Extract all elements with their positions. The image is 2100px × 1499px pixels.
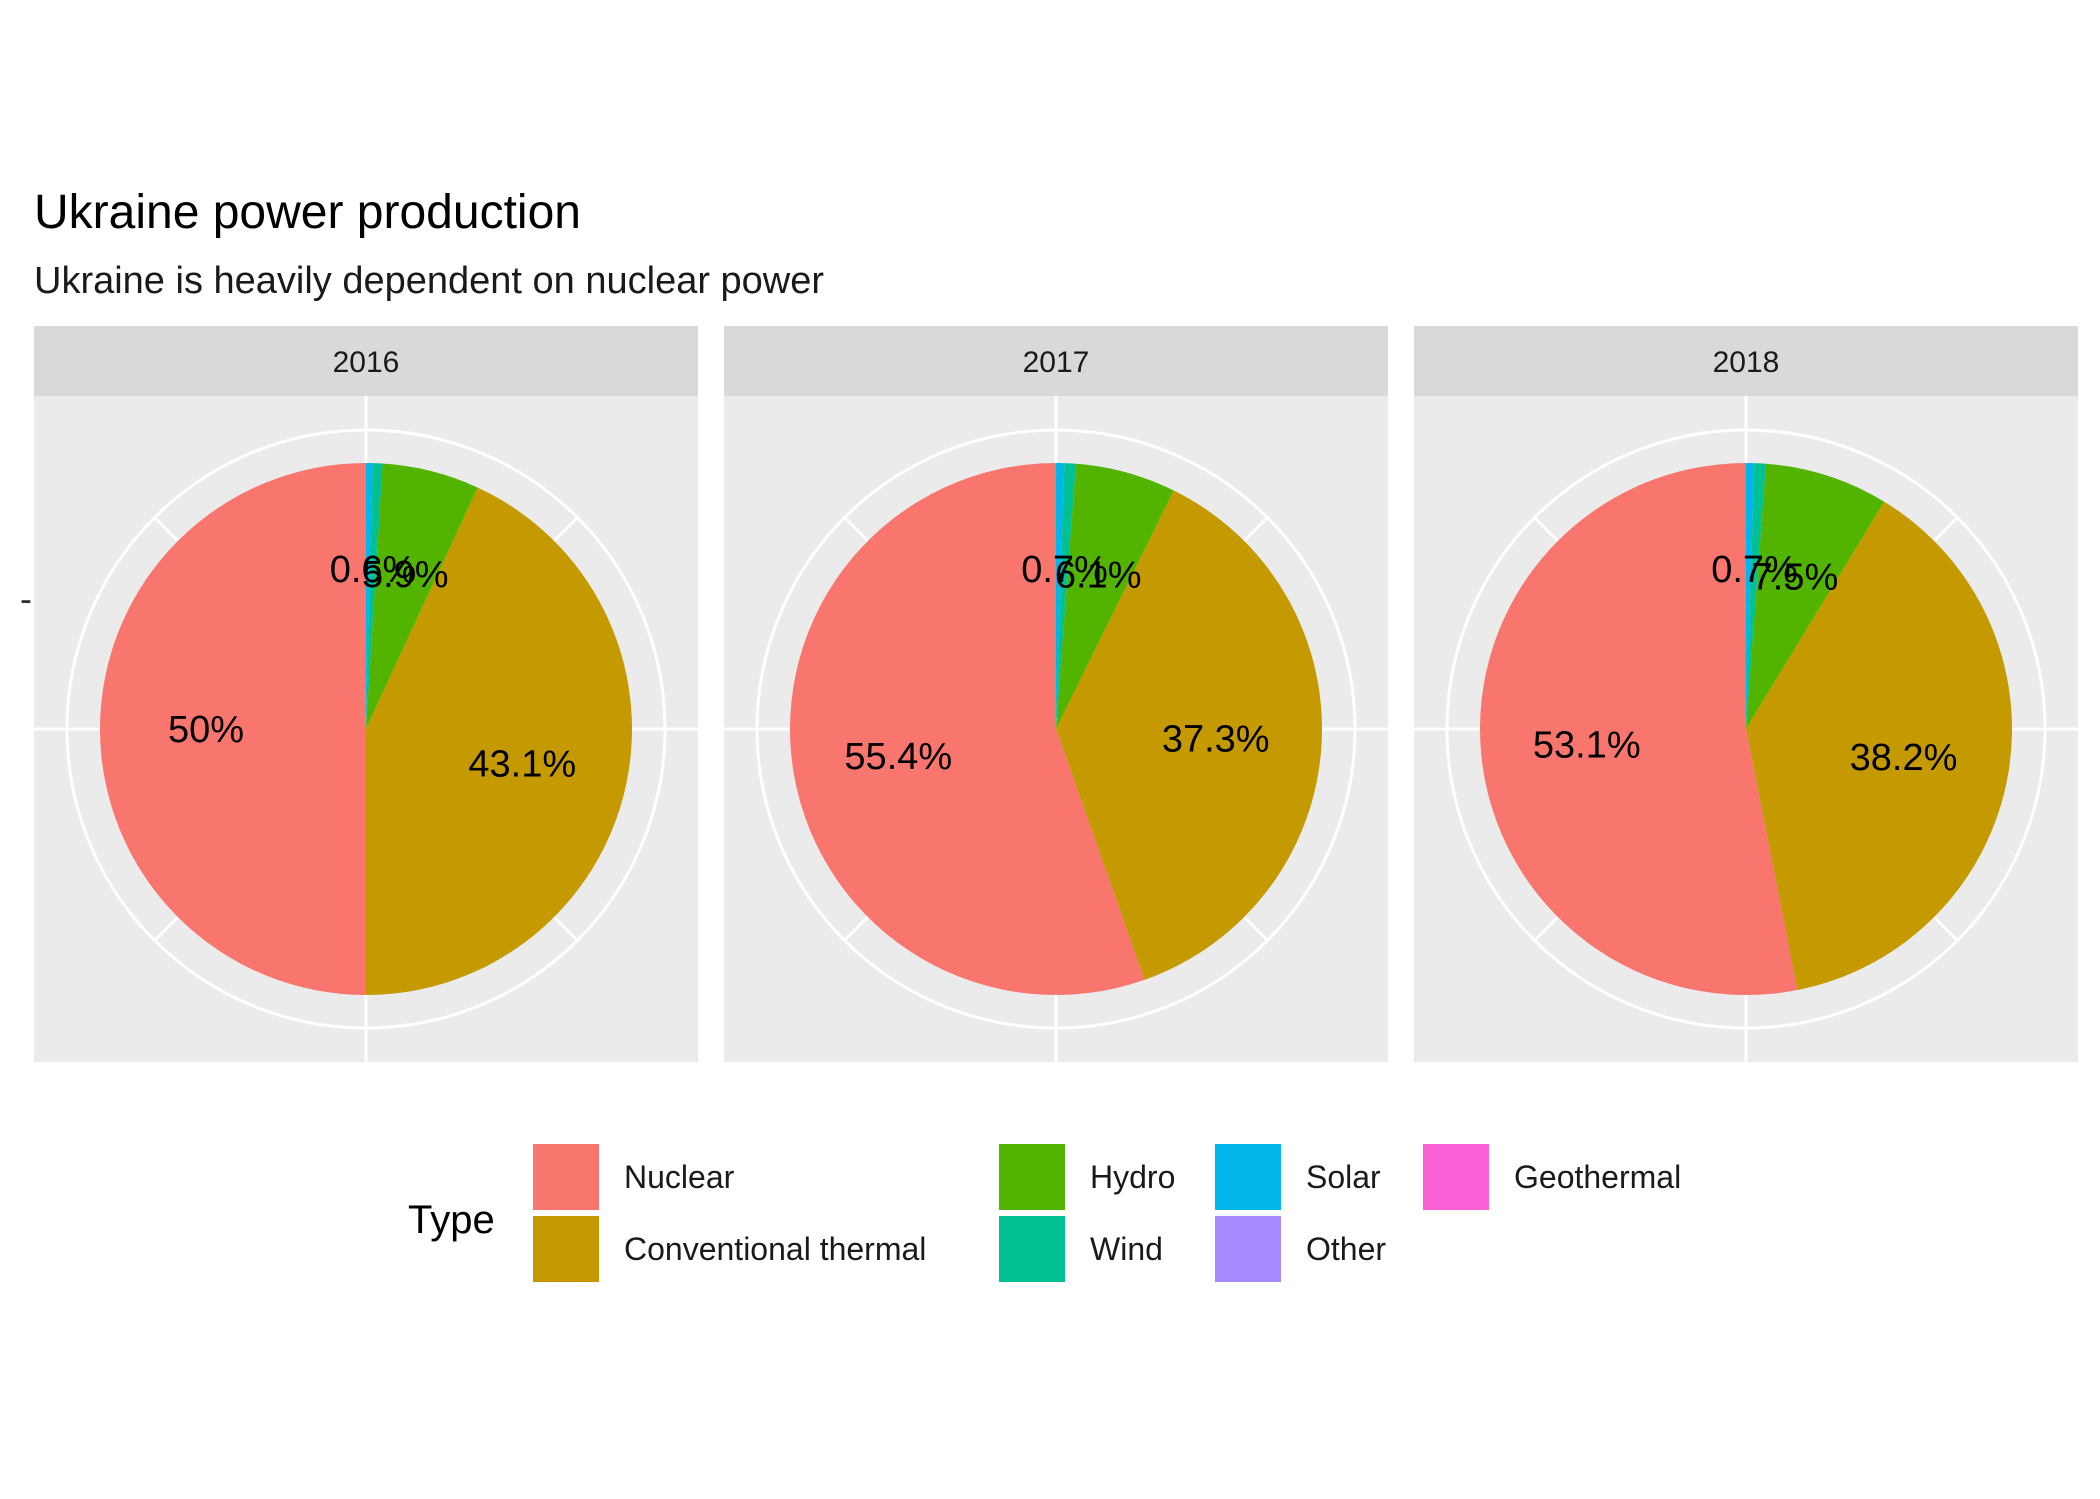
slice-label: 6.1% — [1055, 555, 1142, 597]
legend-key — [531, 1214, 601, 1284]
pie-slice-hydro — [1056, 463, 1174, 729]
polar-grid-spoke — [1243, 916, 1269, 942]
pie-slice-wind — [1056, 463, 1077, 729]
slice-label: 0.7% — [1021, 549, 1108, 591]
facet-2017: 2017 0.7%6.1% 37.3% 55.4% — [723, 326, 1389, 1062]
facet-strip-label: 2016 — [333, 346, 400, 379]
slice-label: 0.7% — [1711, 549, 1798, 591]
legend-key — [531, 1142, 601, 1212]
slice-label: 43.1% — [468, 743, 576, 785]
pie-slice-conventional-thermal — [1746, 501, 2012, 990]
polar-grid-spoke — [153, 916, 179, 942]
facet-panels: 20160.6%5.9%43.1%50%20170.7%6.1%37.3%55.… — [33, 326, 2079, 1062]
legend: Type Nuclear Conventional thermal Hydro Win… — [408, 1142, 1681, 1284]
pie-slice-wind — [366, 463, 383, 729]
facet-strip — [34, 326, 698, 396]
pie-slice-nuclear — [790, 463, 1145, 995]
pie-slice-solar — [366, 463, 373, 729]
pie-slice-nuclear — [1480, 463, 1798, 995]
pie-slice-solar — [1746, 463, 1755, 729]
facet-2018: 2018 0.7%7.5% 38.2% 53.1% — [1413, 326, 2079, 1062]
polar-grid-spoke — [1243, 516, 1269, 542]
legend-label: Conventional thermal — [624, 1231, 926, 1267]
facet-strip — [724, 326, 1388, 396]
legend-label: Solar — [1306, 1159, 1381, 1195]
legend-key — [1213, 1142, 1283, 1212]
pie-slice-solar — [1056, 463, 1065, 729]
polar-grid-spoke — [843, 516, 869, 542]
pie-slice-conventional-thermal — [1056, 490, 1322, 980]
legend-item-hydro: Hydro — [997, 1142, 1175, 1212]
legend-item-conventional-thermal: Conventional thermal — [531, 1214, 926, 1284]
legend-label: Wind — [1090, 1231, 1163, 1267]
legend-key — [997, 1142, 1067, 1212]
legend-key — [1421, 1142, 1491, 1212]
slice-label: 50% — [168, 709, 244, 751]
legend-item-geothermal: Geothermal — [1421, 1142, 1681, 1212]
polar-grid-spoke — [153, 516, 179, 542]
polar-grid-spoke — [553, 516, 579, 542]
polar-grid-spoke — [843, 916, 869, 942]
legend-item-solar: Solar — [1213, 1142, 1381, 1212]
polar-grid-spoke — [1933, 916, 1959, 942]
legend-item-other: Other — [1213, 1214, 1386, 1284]
legend-label: Hydro — [1090, 1159, 1175, 1195]
slice-label: 7.5% — [1752, 557, 1839, 599]
chart-title: Ukraine power production — [34, 186, 581, 239]
slice-label: 37.3% — [1162, 719, 1270, 761]
facet-2016: 2016 0.6%5.9% 43.1% 50% — [33, 326, 699, 1062]
legend-item-nuclear: Nuclear — [531, 1142, 735, 1212]
facet-strip — [1414, 326, 2078, 396]
legend-key — [997, 1214, 1067, 1284]
polar-grid-spoke — [1533, 916, 1559, 942]
polar-grid-spoke — [1533, 516, 1559, 542]
slice-label: 0.6% — [330, 549, 417, 591]
facet-strip-label: 2017 — [1023, 346, 1090, 379]
pie-slice-hydro — [1746, 463, 1885, 729]
legend-key — [1213, 1214, 1283, 1284]
pie-slice-wind — [1746, 463, 1767, 729]
slice-label: 5.9% — [362, 554, 449, 596]
legend-item-wind: Wind — [997, 1214, 1163, 1284]
facet-strip-label: 2018 — [1713, 346, 1780, 379]
chart-subtitle: Ukraine is heavily dependent on nuclear … — [34, 260, 824, 302]
legend-title: Type — [408, 1198, 495, 1242]
slice-label: 55.4% — [844, 736, 952, 778]
legend-label: Geothermal — [1514, 1159, 1681, 1195]
y-axis-tick-mark: - — [20, 578, 32, 619]
slice-label: 38.2% — [1850, 737, 1958, 779]
slice-label: 53.1% — [1533, 725, 1641, 767]
polar-grid-spoke — [1933, 516, 1959, 542]
legend-label: Nuclear — [624, 1159, 735, 1195]
pie-slice-nuclear — [100, 463, 366, 995]
legend-label: Other — [1306, 1231, 1386, 1267]
polar-grid-spoke — [553, 916, 579, 942]
pie-slice-hydro — [366, 463, 478, 729]
pie-slice-conventional-thermal — [366, 487, 633, 995]
